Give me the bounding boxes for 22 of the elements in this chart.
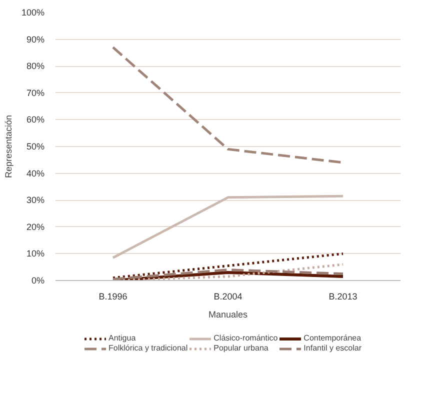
y-tick-label: 60% [26,114,44,125]
y-tick-label: 70% [26,88,44,98]
x-tick-label: B.2004 [214,292,242,302]
legend-label: Antigua [108,334,136,342]
y-tick-label: 90% [26,34,44,44]
y-tick-label: 20% [26,222,44,232]
y-tick-label: 40% [26,168,44,178]
y-axis-title: Representación [3,114,14,178]
legend-label: Clásico-romántico [214,334,278,342]
legend-label: Popular urbana [214,344,268,352]
legend-label: Folklórica y tradicional [108,344,188,352]
y-tick-label: 10% [26,248,44,259]
legend-label: Contemporánea [304,334,362,342]
x-axis-title: Manuales [208,310,248,320]
x-tick-label: B.1996 [98,292,128,302]
y-tick-label: 50% [26,142,44,152]
legend-label: Infantil y escolar [304,344,362,352]
y-tick-label: 100% [21,8,45,18]
y-tick-label: 80% [26,61,44,72]
y-tick-label: 30% [26,195,44,206]
y-tick-label: 0% [31,276,45,286]
x-tick-label: B.2013 [328,292,358,302]
